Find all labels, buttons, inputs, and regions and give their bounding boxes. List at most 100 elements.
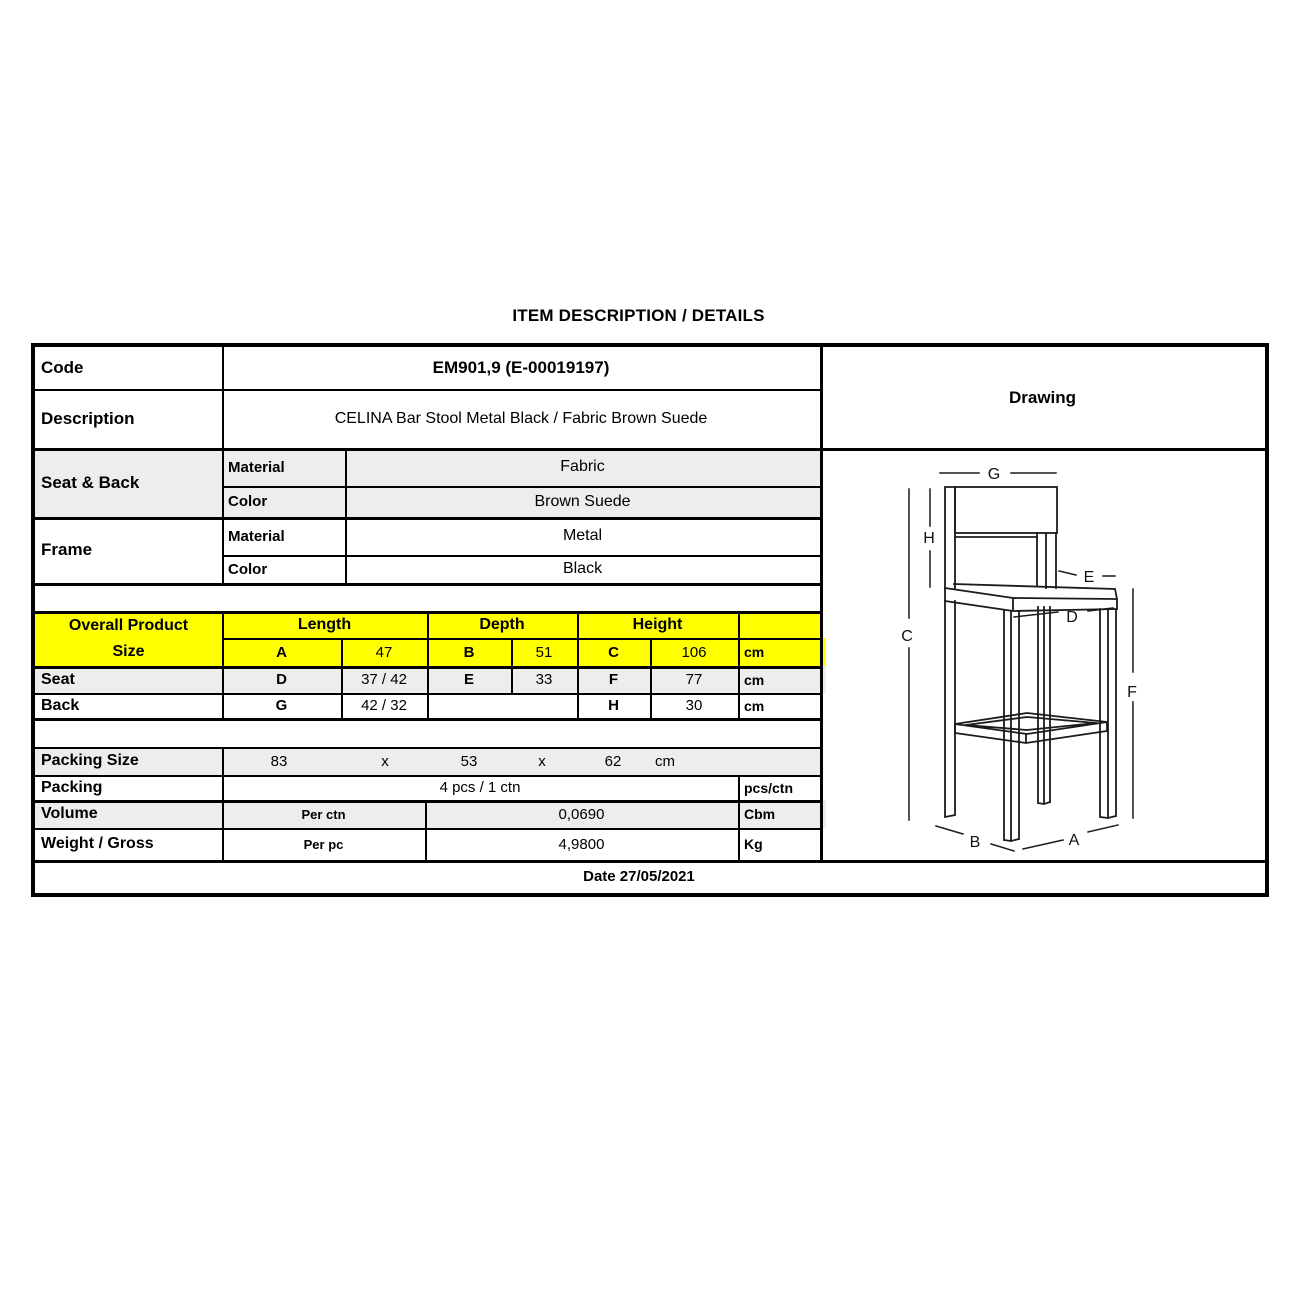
weight-label: Weight / Gross xyxy=(41,835,154,852)
dim-label-F: F xyxy=(1127,684,1137,701)
drawing-area: G H C E D F B A xyxy=(820,448,1265,860)
divider xyxy=(222,486,820,488)
weight-unit: Kg xyxy=(744,836,763,852)
back-unit: cm xyxy=(744,697,765,714)
back-height-value: 30 xyxy=(685,697,703,714)
frame-color-label: Color xyxy=(228,560,268,578)
divider xyxy=(35,583,820,586)
divider xyxy=(738,611,740,718)
dimension-lines xyxy=(908,472,1134,852)
divider xyxy=(222,611,224,718)
volume-per-label: Per ctn xyxy=(222,800,425,828)
divider xyxy=(35,718,820,721)
description-label: Description xyxy=(41,408,135,428)
seat-height-key: F xyxy=(577,666,650,693)
volume-value: 0,0690 xyxy=(425,800,738,828)
packing-unit: pcs/ctn xyxy=(744,779,794,796)
dim-label-E: E xyxy=(1084,569,1095,586)
seat-back-material-label: Material xyxy=(222,448,351,486)
date-row: Date 27/05/2021 xyxy=(583,868,695,885)
volume-label: Volume xyxy=(35,800,228,828)
seat-back-material-value: Fabric xyxy=(345,448,820,486)
dim-label-C: C xyxy=(901,628,913,645)
dimension-labels: G H C E D F B A xyxy=(901,466,1137,851)
divider xyxy=(650,638,652,718)
weight-per-label: Per pc xyxy=(303,836,344,852)
divider xyxy=(345,448,347,583)
divider xyxy=(222,747,224,860)
seat-row-label: Seat xyxy=(35,666,228,693)
overall-depth-key: B xyxy=(427,638,511,666)
code-label: Code xyxy=(41,358,84,377)
divider xyxy=(577,611,579,718)
divider xyxy=(511,638,513,693)
divider xyxy=(820,347,823,860)
divider xyxy=(738,775,740,860)
overall-length-key: A xyxy=(222,638,341,666)
length-header: Length xyxy=(222,611,427,638)
seat-back-color-value: Brown Suede xyxy=(345,486,820,517)
divider xyxy=(222,638,820,640)
back-length-value: 42 / 32 xyxy=(361,697,407,714)
seat-unit: cm xyxy=(738,666,826,693)
packing-size-unit: cm xyxy=(655,752,675,770)
dim-label-G: G xyxy=(988,466,1000,483)
dim-label-D: D xyxy=(1066,609,1078,626)
size-section-label: Overall Product Size xyxy=(35,611,222,666)
back-row-label: Back xyxy=(41,696,80,714)
back-height-key: H xyxy=(608,697,619,714)
size-header-unit-cell xyxy=(738,611,820,638)
size-section-label-line1: Overall Product xyxy=(68,616,189,634)
divider xyxy=(35,800,820,803)
packing-size-label: Packing Size xyxy=(35,747,228,775)
divider xyxy=(427,611,429,718)
code-value: EM901,9 (E-00019197) xyxy=(432,358,610,377)
drawing-header: Drawing xyxy=(1008,387,1077,407)
dim-label-B: B xyxy=(970,834,981,851)
divider xyxy=(35,389,820,391)
stool-frame xyxy=(943,486,1119,842)
volume-unit: Cbm xyxy=(738,800,826,828)
overall-height-value: 106 xyxy=(650,638,738,666)
depth-header: Depth xyxy=(427,611,577,638)
back-length-key: G xyxy=(275,697,288,714)
seat-length-key: D xyxy=(222,666,341,693)
dim-label-H: H xyxy=(923,530,935,547)
packing-value: 4 pcs / 1 ctn xyxy=(439,779,521,796)
overall-length-value: 47 xyxy=(341,638,427,666)
packing-size-width: 53 xyxy=(460,752,478,770)
seat-back-label: Seat & Back xyxy=(35,448,228,517)
divider xyxy=(35,775,820,777)
overall-depth-value: 51 xyxy=(511,638,577,666)
seat-height-value: 77 xyxy=(650,666,738,693)
packing-size-height: 62 xyxy=(604,752,622,770)
spec-table: Code EM901,9 (E-00019197) Description CE… xyxy=(31,343,1269,897)
seat-back-color-label: Color xyxy=(222,486,351,517)
page-title: ITEM DESCRIPTION / DETAILS xyxy=(512,306,765,325)
divider xyxy=(35,828,820,830)
divider xyxy=(341,638,343,718)
frame-color-value: Black xyxy=(562,560,603,577)
frame-material-label: Material xyxy=(228,527,285,545)
packing-size-x1: x xyxy=(381,752,389,770)
seat-depth-key: E xyxy=(427,666,511,693)
seat-depth-value: 33 xyxy=(511,666,577,693)
packing-size-value: 83 x 53 x 62 cm xyxy=(222,747,820,775)
stool-drawing: G H C E D F B A xyxy=(901,466,1137,852)
divider xyxy=(35,517,820,520)
dim-label-A: A xyxy=(1069,832,1080,849)
packing-size-length: 83 xyxy=(270,752,288,770)
description-value: CELINA Bar Stool Metal Black / Fabric Br… xyxy=(334,409,708,427)
frame-label: Frame xyxy=(41,540,93,559)
size-section-label-line2: Size xyxy=(112,642,145,660)
divider xyxy=(35,860,1265,863)
overall-unit: cm xyxy=(738,638,826,666)
divider xyxy=(222,555,820,557)
seat-length-value: 37 / 42 xyxy=(341,666,427,693)
divider xyxy=(425,800,427,860)
back-depth-empty-cell xyxy=(427,693,577,718)
divider xyxy=(35,448,1265,451)
overall-height-key: C xyxy=(577,638,650,666)
weight-value: 4,9800 xyxy=(558,835,605,853)
frame-material-value: Metal xyxy=(562,527,603,544)
